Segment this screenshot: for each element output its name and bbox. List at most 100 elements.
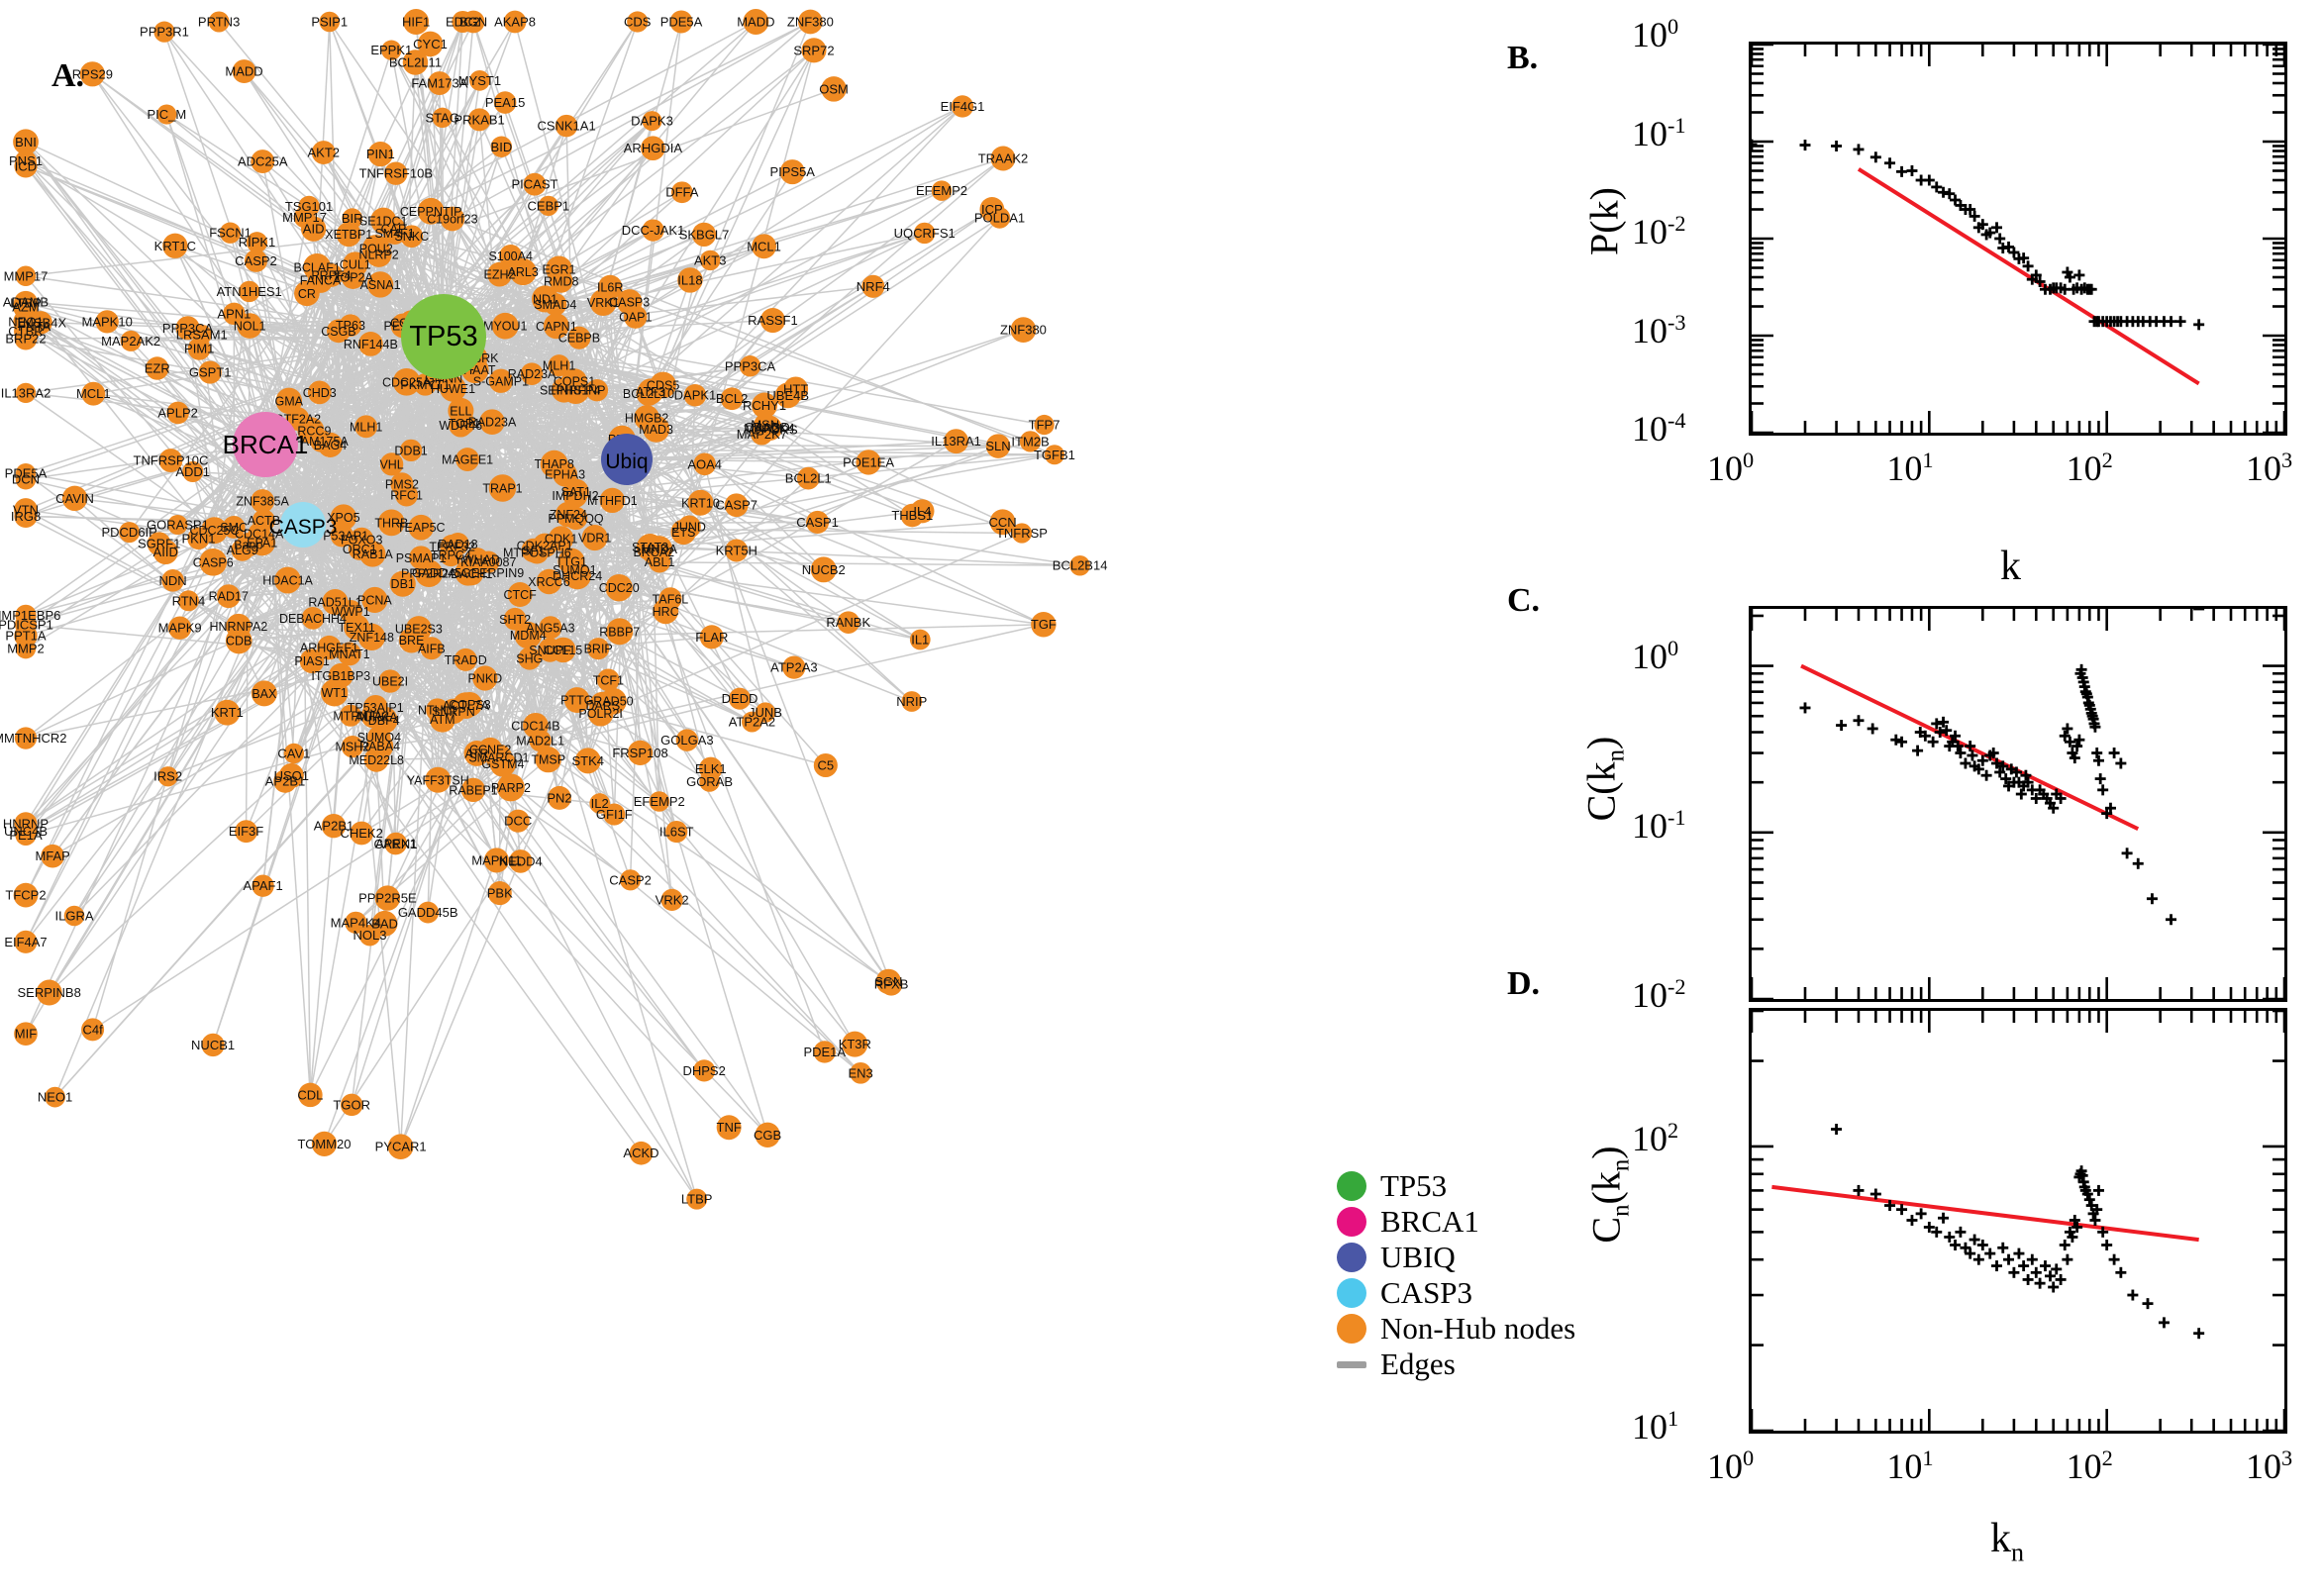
network-node[interactable] [367, 725, 391, 749]
network-node[interactable] [15, 604, 37, 626]
network-node[interactable] [796, 466, 820, 490]
network-node[interactable] [361, 235, 390, 263]
network-node[interactable] [161, 569, 184, 592]
network-node[interactable] [340, 1093, 363, 1117]
network-node[interactable] [81, 1018, 105, 1042]
network-node[interactable] [249, 529, 276, 556]
network-node[interactable] [452, 692, 479, 719]
network-node[interactable] [627, 740, 654, 765]
network-node[interactable] [392, 367, 421, 396]
network-node[interactable] [341, 265, 365, 289]
network-node[interactable] [686, 1188, 708, 1210]
network-node[interactable] [485, 744, 513, 771]
network-node[interactable] [61, 485, 88, 512]
network-node[interactable] [603, 803, 626, 826]
network-node[interactable] [813, 752, 838, 778]
network-node[interactable] [15, 150, 37, 172]
network-node[interactable] [496, 773, 525, 802]
network-node[interactable] [1011, 523, 1033, 544]
network-node[interactable] [153, 21, 175, 43]
network-node[interactable] [63, 905, 85, 927]
network-node[interactable] [339, 314, 362, 338]
network-node[interactable] [642, 111, 662, 132]
network-node[interactable] [232, 59, 256, 84]
network-node[interactable] [359, 541, 386, 567]
network-node[interactable] [587, 638, 610, 660]
network-node[interactable] [561, 376, 590, 405]
network-node[interactable] [488, 474, 517, 502]
network-node[interactable] [653, 598, 679, 625]
network-node[interactable] [14, 727, 38, 749]
network-node[interactable] [384, 832, 408, 854]
network-node[interactable] [95, 310, 119, 334]
network-node[interactable] [339, 704, 362, 727]
network-node[interactable] [301, 606, 325, 630]
network-node[interactable] [384, 161, 408, 185]
network-node[interactable] [782, 655, 806, 679]
network-node[interactable] [503, 607, 527, 631]
network-node[interactable] [620, 869, 642, 891]
network-node[interactable] [944, 429, 969, 454]
network-node[interactable] [15, 824, 37, 847]
network-node[interactable] [1031, 612, 1057, 638]
network-node[interactable] [440, 375, 466, 402]
network-node[interactable] [687, 489, 714, 516]
network-node[interactable] [350, 821, 374, 846]
network-node[interactable] [589, 793, 611, 814]
network-node[interactable] [821, 76, 847, 102]
hub-node-tp53[interactable]: TP53 [401, 294, 486, 379]
network-node[interactable] [320, 679, 349, 707]
network-node[interactable] [913, 222, 936, 245]
network-node[interactable] [755, 1122, 780, 1147]
network-node[interactable] [861, 274, 885, 298]
network-node[interactable] [182, 460, 204, 483]
network-node[interactable] [454, 648, 477, 671]
network-node[interactable] [330, 524, 354, 548]
network-node[interactable] [357, 332, 383, 356]
network-node[interactable] [330, 504, 357, 531]
network-node[interactable] [278, 762, 304, 788]
network-node[interactable] [538, 638, 562, 662]
network-node[interactable] [15, 382, 37, 404]
network-node[interactable] [1010, 317, 1037, 343]
network-node[interactable] [425, 766, 452, 793]
network-node[interactable] [201, 1033, 225, 1057]
network-node[interactable] [490, 136, 513, 157]
network-node[interactable] [166, 401, 189, 425]
network-node[interactable] [440, 206, 465, 232]
network-node[interactable] [402, 50, 429, 75]
hub-circle[interactable] [601, 434, 653, 485]
network-node[interactable] [837, 611, 860, 634]
network-node[interactable] [237, 313, 262, 339]
network-node[interactable] [546, 255, 572, 283]
network-node[interactable] [307, 267, 334, 293]
network-node[interactable] [623, 305, 648, 329]
network-node[interactable] [483, 848, 509, 873]
network-node[interactable] [487, 881, 512, 906]
network-node[interactable] [487, 261, 512, 287]
network-node[interactable] [377, 509, 405, 537]
network-node[interactable] [14, 327, 38, 350]
network-node[interactable] [518, 647, 542, 670]
network-node[interactable] [119, 522, 141, 544]
network-node[interactable] [1044, 445, 1064, 465]
network-node[interactable] [15, 468, 37, 490]
network-node[interactable] [901, 691, 923, 712]
network-node[interactable] [798, 9, 823, 35]
hub-node-casp3[interactable]: CASP3 [269, 502, 338, 548]
network-node[interactable] [29, 311, 52, 335]
network-node[interactable] [699, 625, 724, 649]
network-node[interactable] [299, 648, 325, 674]
network-node[interactable] [677, 267, 703, 293]
network-node[interactable] [670, 181, 693, 204]
network-node[interactable] [562, 483, 588, 508]
hub-node-brca1[interactable]: BRCA1 [223, 412, 309, 477]
network-node[interactable] [187, 527, 210, 550]
network-node[interactable] [488, 368, 514, 393]
network-node[interactable] [979, 197, 1005, 222]
network-node[interactable] [403, 9, 430, 35]
network-node[interactable] [152, 539, 178, 565]
network-node[interactable] [14, 624, 38, 648]
network-node[interactable] [251, 489, 275, 513]
network-node[interactable] [199, 548, 228, 576]
